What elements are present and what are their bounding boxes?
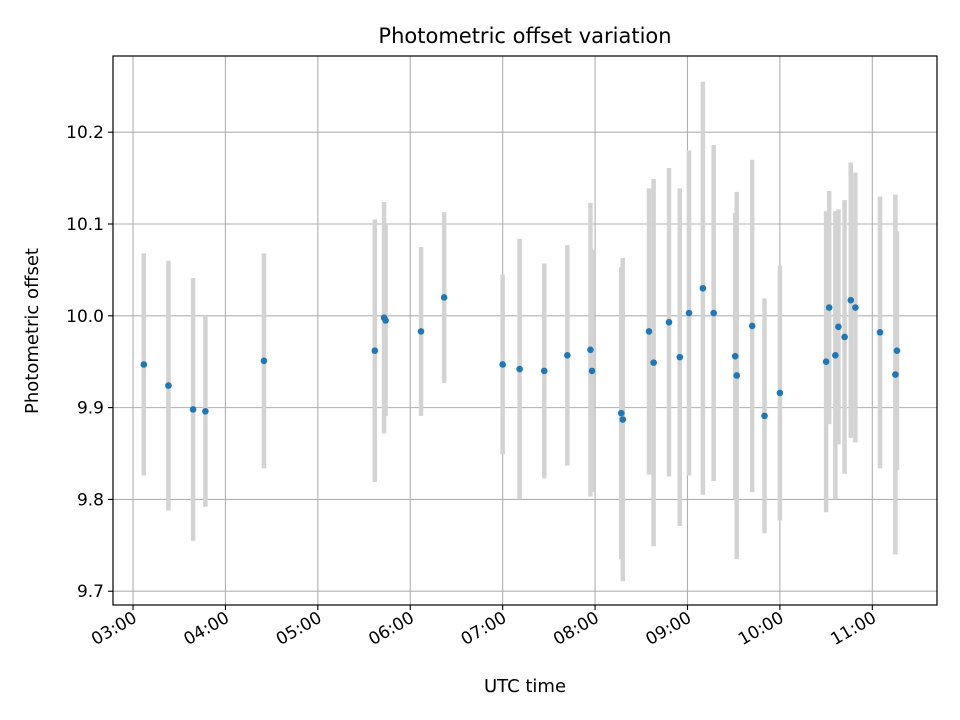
data-point — [499, 361, 506, 368]
data-point — [619, 416, 627, 423]
data-point — [440, 294, 448, 301]
y-axis-label: Photometric offset — [22, 248, 43, 414]
data-point — [825, 304, 833, 311]
data-point — [189, 406, 197, 413]
data-point — [650, 359, 657, 366]
data-point — [822, 358, 830, 366]
data-point — [841, 333, 848, 341]
y-tick-label: 9.8 — [77, 490, 104, 510]
data-point — [852, 304, 859, 311]
data-point — [710, 309, 717, 317]
data-point — [893, 347, 901, 354]
data-point — [731, 352, 739, 360]
y-axis-ticks: 9.7 9.8 9.9 10.0 10.1 10.2 — [66, 123, 113, 602]
y-tick-label: 10.0 — [66, 307, 104, 327]
y-tick-label: 9.7 — [77, 582, 104, 602]
grid-lines — [113, 56, 937, 605]
y-tick-label: 9.9 — [77, 399, 104, 419]
data-point — [587, 346, 594, 354]
data-point — [748, 322, 756, 330]
data-points — [140, 284, 901, 423]
data-point — [260, 357, 268, 365]
y-tick-label: 10.2 — [66, 123, 104, 143]
data-point — [617, 409, 625, 417]
chart-title: Photometric offset variation — [378, 24, 671, 48]
y-tick-label: 10.1 — [66, 215, 104, 235]
data-point — [140, 361, 148, 368]
data-point — [417, 328, 425, 335]
data-point — [847, 296, 855, 304]
data-point — [699, 284, 707, 292]
data-point — [165, 382, 172, 389]
data-point — [876, 329, 884, 336]
data-point — [540, 367, 548, 375]
data-point — [371, 347, 379, 354]
data-point — [761, 412, 768, 420]
data-point — [645, 328, 653, 335]
data-point — [892, 371, 899, 378]
data-point — [685, 309, 693, 317]
data-point — [835, 323, 842, 331]
data-point — [516, 365, 523, 373]
data-point — [588, 367, 596, 375]
data-point — [776, 389, 784, 397]
data-point — [676, 353, 684, 361]
data-point — [382, 317, 389, 324]
data-point — [832, 351, 839, 359]
plot-frame — [112, 55, 938, 606]
data-point — [733, 372, 741, 379]
data-point — [564, 351, 571, 359]
x-axis-label: UTC time — [484, 676, 566, 697]
data-point — [665, 318, 673, 326]
data-point — [202, 407, 209, 415]
